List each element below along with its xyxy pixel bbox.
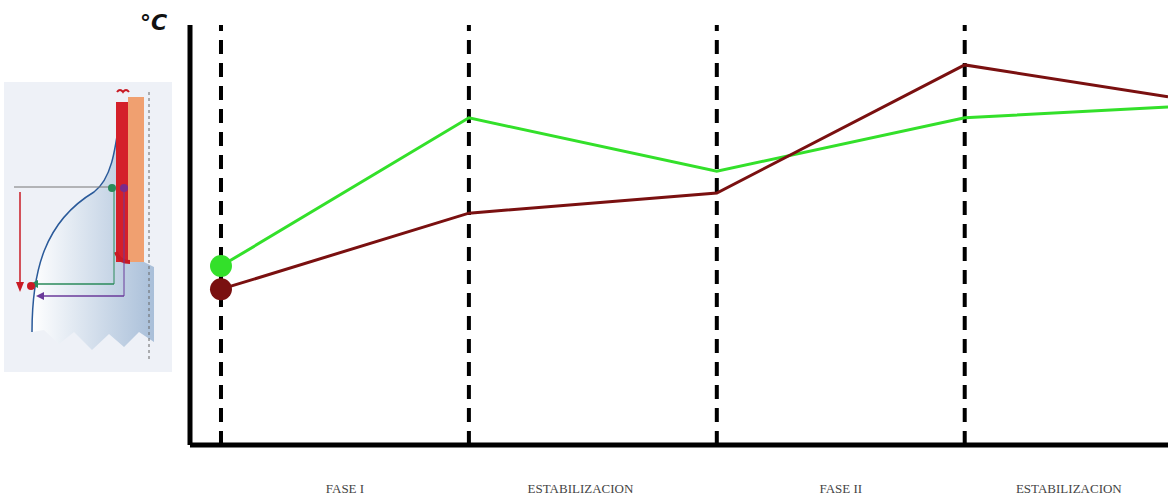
- svg-text:ESTABILIZACION: ESTABILIZACION: [528, 481, 634, 496]
- svg-text:ESTABILIZACION: ESTABILIZACION: [1016, 481, 1122, 496]
- svg-text:FASE II: FASE II: [819, 481, 862, 496]
- svg-text:FASE I: FASE I: [326, 481, 364, 496]
- html-text:°C: °C: [140, 10, 168, 35]
